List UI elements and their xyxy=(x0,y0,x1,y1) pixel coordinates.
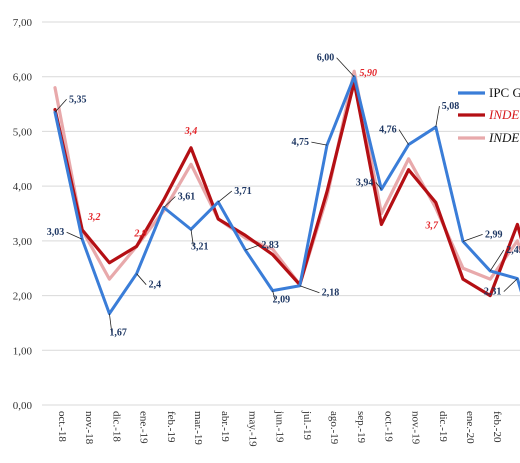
x-tick-label: oct.-19 xyxy=(382,411,394,442)
y-tick-label: 2,00 xyxy=(13,291,33,303)
y-tick-label: 5,00 xyxy=(13,126,33,138)
label-leader xyxy=(190,229,194,247)
series-line-0 xyxy=(53,75,520,316)
label-leader xyxy=(503,278,518,292)
label-leader xyxy=(435,105,440,128)
legend-label: IPC G xyxy=(489,85,520,100)
label-leader xyxy=(163,196,176,208)
data-label-ipc: 1,67 xyxy=(109,328,127,339)
data-labels: 5,35 3,03 1,67 2,4 3,61 3,21 3,71 2,83 2,09 2,18 4… xyxy=(47,53,520,339)
data-label-ipc: 4,75 xyxy=(292,137,310,148)
y-tick-label: 3,00 xyxy=(13,236,33,248)
data-label-ipc: 4,76 xyxy=(379,125,397,136)
data-label-inde: 5,90 xyxy=(359,68,377,79)
label-leader xyxy=(54,99,67,113)
x-tick-label: mar.-20 xyxy=(518,411,520,445)
x-tick-label: nov.-18 xyxy=(83,411,95,445)
x-tick-label: ene.-19 xyxy=(138,411,150,444)
x-tick-label: dic.-18 xyxy=(110,411,122,442)
label-leader xyxy=(462,234,483,242)
grid-lines xyxy=(42,21,520,406)
data-label-inde: 3,2 xyxy=(87,212,101,223)
data-label-ipc: 2,18 xyxy=(322,288,340,299)
data-label-ipc: 2,09 xyxy=(273,295,291,306)
data-label-ipc: 3,03 xyxy=(47,227,65,238)
legend-label: INDE xyxy=(488,130,519,145)
label-leader xyxy=(217,190,233,203)
data-label-ipc: 2,31 xyxy=(484,287,502,298)
x-tick-label: nov.-19 xyxy=(410,411,422,445)
x-tick-label: jul.-19 xyxy=(301,410,313,441)
y-tick-label: 6,00 xyxy=(13,72,33,84)
data-label-ipc: 3,94 xyxy=(356,177,374,188)
data-label-ipc: 3,61 xyxy=(178,191,196,202)
x-tick-label: ene.-20 xyxy=(464,411,476,444)
y-axis: 0,00 1,00 2,00 3,00 4,00 5,00 6,00 7,00 xyxy=(13,17,33,412)
data-label-ipc: 5,35 xyxy=(69,94,87,105)
y-tick-label: 7,00 xyxy=(13,17,33,29)
label-leader xyxy=(272,290,276,300)
data-label-inde: 3,7 xyxy=(425,221,440,232)
label-leader xyxy=(311,141,328,146)
x-tick-label: sep.-19 xyxy=(355,411,367,444)
x-tick-label: may.-19 xyxy=(246,411,258,447)
label-leader xyxy=(398,129,409,145)
legend-label: INDE xyxy=(488,107,519,122)
x-tick-label: jun.-19 xyxy=(274,410,286,443)
label-leader xyxy=(375,182,382,190)
data-label-ipc: 5,08 xyxy=(442,101,460,112)
data-label-ipc: 2,99 xyxy=(485,229,503,240)
y-tick-label: 1,00 xyxy=(13,345,33,357)
x-tick-label: abr.-19 xyxy=(219,411,231,442)
label-leader xyxy=(299,285,320,294)
label-leader xyxy=(66,231,83,240)
label-leader xyxy=(136,273,147,285)
x-tick-label: dic.-19 xyxy=(437,411,449,442)
x-tick-label: feb.-20 xyxy=(491,411,503,443)
label-leader xyxy=(489,249,505,272)
x-tick-label: oct.-18 xyxy=(56,411,68,442)
data-label-inde: 2,9 xyxy=(133,228,147,239)
data-label-ipc: 2,83 xyxy=(261,240,279,251)
y-tick-label: 4,00 xyxy=(13,181,33,193)
data-label-ipc: 2,45 xyxy=(506,245,520,256)
label-leader xyxy=(245,244,260,251)
data-label-ipc: 3,21 xyxy=(191,241,209,252)
data-label-inde: 3,4 xyxy=(184,126,198,137)
series-lines xyxy=(53,69,520,316)
label-leader xyxy=(336,57,355,77)
y-tick-label: 0,00 xyxy=(13,400,33,412)
x-axis: oct.-18 nov.-18 dic.-18 ene.-19 feb.-19 mar.-… xyxy=(56,410,520,447)
data-label-ipc: 3,71 xyxy=(234,186,252,197)
legend: IPC G INDE INDE xyxy=(458,85,520,145)
label-leader xyxy=(109,313,113,333)
x-tick-label: ago.-19 xyxy=(328,411,340,445)
data-label-ipc: 2,4 xyxy=(149,280,162,291)
x-tick-label: feb.-19 xyxy=(165,411,177,443)
data-label-ipc: 6,00 xyxy=(317,53,335,64)
label-leader-lines xyxy=(54,57,518,333)
x-tick-label: mar.-19 xyxy=(192,411,204,445)
